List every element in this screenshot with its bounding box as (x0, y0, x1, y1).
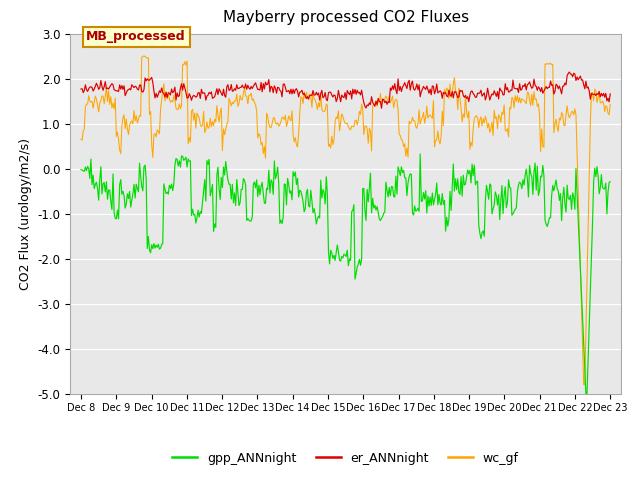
Y-axis label: CO2 Flux (urology/m2/s): CO2 Flux (urology/m2/s) (19, 138, 32, 289)
Legend: gpp_ANNnight, er_ANNnight, wc_gf: gpp_ANNnight, er_ANNnight, wc_gf (168, 447, 524, 469)
Title: Mayberry processed CO2 Fluxes: Mayberry processed CO2 Fluxes (223, 11, 468, 25)
Text: MB_processed: MB_processed (86, 30, 186, 43)
